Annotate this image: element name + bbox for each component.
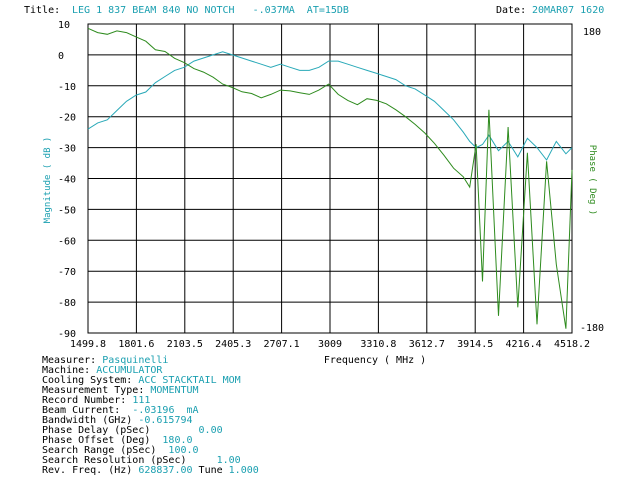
info-row: Search Range (pSec) 100.0 [42, 446, 199, 456]
info-row: Measurer: Pasquinelli [42, 356, 168, 366]
series [87, 27, 573, 329]
info-label: Measurement Type: [42, 385, 145, 396]
info-value: ACCUMULATOR [90, 365, 163, 376]
y-tick-label: -50 [58, 205, 76, 216]
info-value: ACC STACKTAIL MOM [132, 375, 241, 386]
right-axis-top-tick: 180 [583, 27, 601, 38]
y-tick-label: 10 [58, 20, 70, 31]
info-extra-value: 1.000 [222, 465, 259, 476]
info-value: -.03196 mA [120, 405, 199, 416]
y-tick-label: -60 [58, 236, 76, 247]
y-tick-labels: 10 0 -10 -20 -30 -40 -50 -60 -70 -80 -90 [58, 20, 76, 340]
info-row: Cooling System: ACC STACKTAIL MOM [42, 376, 241, 386]
x-tick-label: 3612.7 [409, 339, 445, 350]
right-axis-bottom-tick: -180 [580, 323, 604, 334]
x-tick-label: 4518.2 [554, 339, 590, 350]
info-label: Beam Current: [42, 405, 121, 416]
info-label: Machine: [42, 365, 91, 376]
info-label: Rev. Freq. (Hz) [42, 465, 133, 476]
info-value: 628837.00 [132, 465, 193, 476]
info-row: Bandwidth (GHz) -0.615794 [42, 416, 193, 426]
title-value: LEG 1 837 BEAM 840 NO NOTCH -.037MA AT=1… [72, 5, 349, 16]
info-row: Record Number: 111 [42, 396, 150, 406]
info-value: 100.0 [156, 445, 199, 456]
date-value: 20MAR07 1620 [532, 5, 605, 16]
date-label: Date: [496, 5, 527, 16]
x-tick-label: 1801.6 [118, 339, 154, 350]
y-tick-label: 0 [58, 51, 64, 62]
y-tick-label: -10 [58, 82, 76, 93]
y-tick-label: -80 [58, 298, 76, 309]
grid [87, 23, 573, 334]
x-tick-label: 3310.8 [360, 339, 396, 350]
x-axis-label: Frequency ( MHz ) [324, 355, 426, 366]
info-label: Search Resolution (pSec) [42, 455, 187, 466]
info-value: 180.0 [150, 435, 193, 446]
info-value: 1.00 [186, 455, 241, 466]
x-tick-labels: 1499.8 1801.6 2103.5 2405.3 2707.1 3009 3310.8… [70, 339, 590, 350]
info-value: 111 [126, 395, 151, 406]
info-label: Record Number: [42, 395, 127, 406]
info-label: Phase Offset (Deg) [42, 435, 151, 446]
info-row: Phase Offset (Deg) 180.0 [42, 436, 193, 446]
x-tick-label: 2405.3 [215, 339, 251, 350]
info-row: Rev. Freq. (Hz) 628837.00 Tune 1.000 [42, 466, 259, 476]
left-axis-label: Magnitude ( dB ) [43, 137, 53, 224]
info-row: Machine: ACCUMULATOR [42, 366, 162, 376]
x-tick-label: 3009 [318, 339, 342, 350]
x-tick-label: 2103.5 [167, 339, 203, 350]
x-tick-label: 1499.8 [70, 339, 106, 350]
x-tick-label: 4216.4 [506, 339, 542, 350]
y-tick-label: -70 [58, 267, 76, 278]
info-value: MOMENTUM [144, 385, 199, 396]
magnitude-series-line [87, 51, 573, 161]
title-label: Title: [24, 5, 61, 16]
info-extra-label: Tune [192, 465, 223, 476]
x-tick-label: 2707.1 [264, 339, 300, 350]
info-label: Bandwidth (GHz) [42, 415, 133, 426]
info-row: Beam Current: -.03196 mA [42, 406, 199, 416]
y-tick-label: -20 [58, 113, 76, 124]
info-label: Phase Delay (pSec) [42, 425, 151, 436]
right-axis-label: Phase ( Deg ) [587, 145, 597, 215]
info-label: Cooling System: [42, 375, 133, 386]
x-tick-label: 3914.5 [457, 339, 493, 350]
phase-series-line [87, 27, 573, 329]
info-row: Search Resolution (pSec) 1.00 [42, 456, 241, 466]
info-row: Measurement Type: MOMENTUM [42, 386, 199, 396]
info-row: Phase Delay (pSec) 0.00 [42, 426, 223, 436]
y-tick-label: -40 [58, 175, 76, 186]
info-label: Search Range (pSec) [42, 445, 157, 456]
info-value: -0.615794 [132, 415, 193, 426]
y-tick-label: -30 [58, 144, 76, 155]
info-value: Pasquinelli [96, 355, 169, 366]
info-value: 0.00 [150, 425, 223, 436]
info-label: Measurer: [42, 355, 97, 366]
y-tick-label: -90 [58, 329, 76, 340]
